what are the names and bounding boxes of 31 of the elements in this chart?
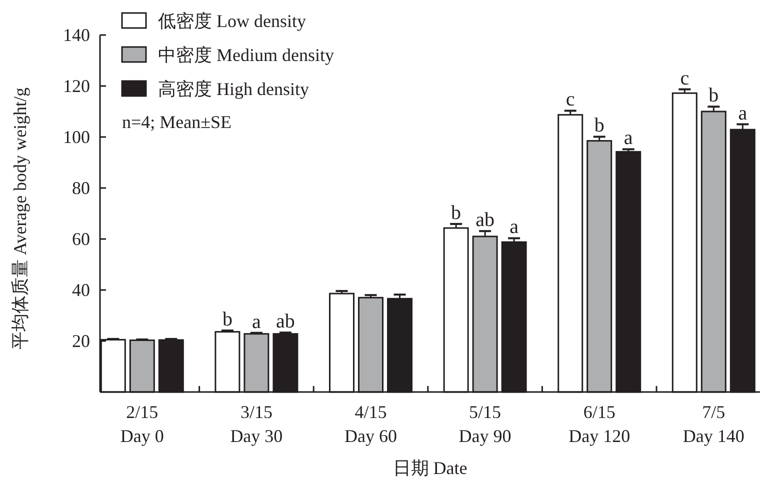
x-tick-label: 3/15 Day 30 bbox=[230, 402, 283, 446]
x-tick-label: 7/5 Day 140 bbox=[682, 402, 744, 446]
data-label: c bbox=[680, 67, 690, 90]
x-tick-label: 6/15 Day 120 bbox=[568, 402, 630, 446]
data-label: ab bbox=[476, 209, 494, 232]
data-label: a bbox=[624, 127, 633, 150]
data-label: b bbox=[222, 308, 232, 331]
y-tick-label: 20 bbox=[72, 331, 90, 351]
x-tick-label: 4/15 Day 60 bbox=[344, 402, 397, 446]
legend-label: 高密度 High density bbox=[158, 79, 309, 99]
y-tick-label: 140 bbox=[63, 25, 90, 45]
y-tick-label: 40 bbox=[72, 280, 90, 300]
data-label: b bbox=[708, 84, 719, 107]
legend-label: 低密度 Low density bbox=[158, 11, 306, 31]
x-tick-label: 5/15 Day 90 bbox=[458, 402, 512, 446]
y-tick-label: 100 bbox=[63, 127, 90, 147]
data-label: ab bbox=[276, 310, 295, 333]
annotation: n=4; Mean±SE bbox=[122, 112, 232, 132]
y-tick-label: 80 bbox=[72, 178, 90, 198]
y-tick-label: 60 bbox=[72, 229, 90, 249]
data-label: b bbox=[594, 114, 604, 137]
data-label: b bbox=[451, 202, 462, 224]
y-axis-title: 平均体质量 Average body weight/g bbox=[10, 87, 30, 350]
x-tick-label: 2/15 Day 0 bbox=[120, 402, 164, 446]
y-tick-label: 120 bbox=[63, 76, 90, 96]
data-label: a bbox=[738, 102, 748, 124]
data-label: c bbox=[566, 88, 575, 111]
data-label: a bbox=[510, 216, 519, 238]
x-axis-title: 日期 Date bbox=[392, 458, 468, 478]
data-label: a bbox=[252, 310, 262, 333]
legend-label: 中密度 Medium density bbox=[158, 45, 334, 65]
